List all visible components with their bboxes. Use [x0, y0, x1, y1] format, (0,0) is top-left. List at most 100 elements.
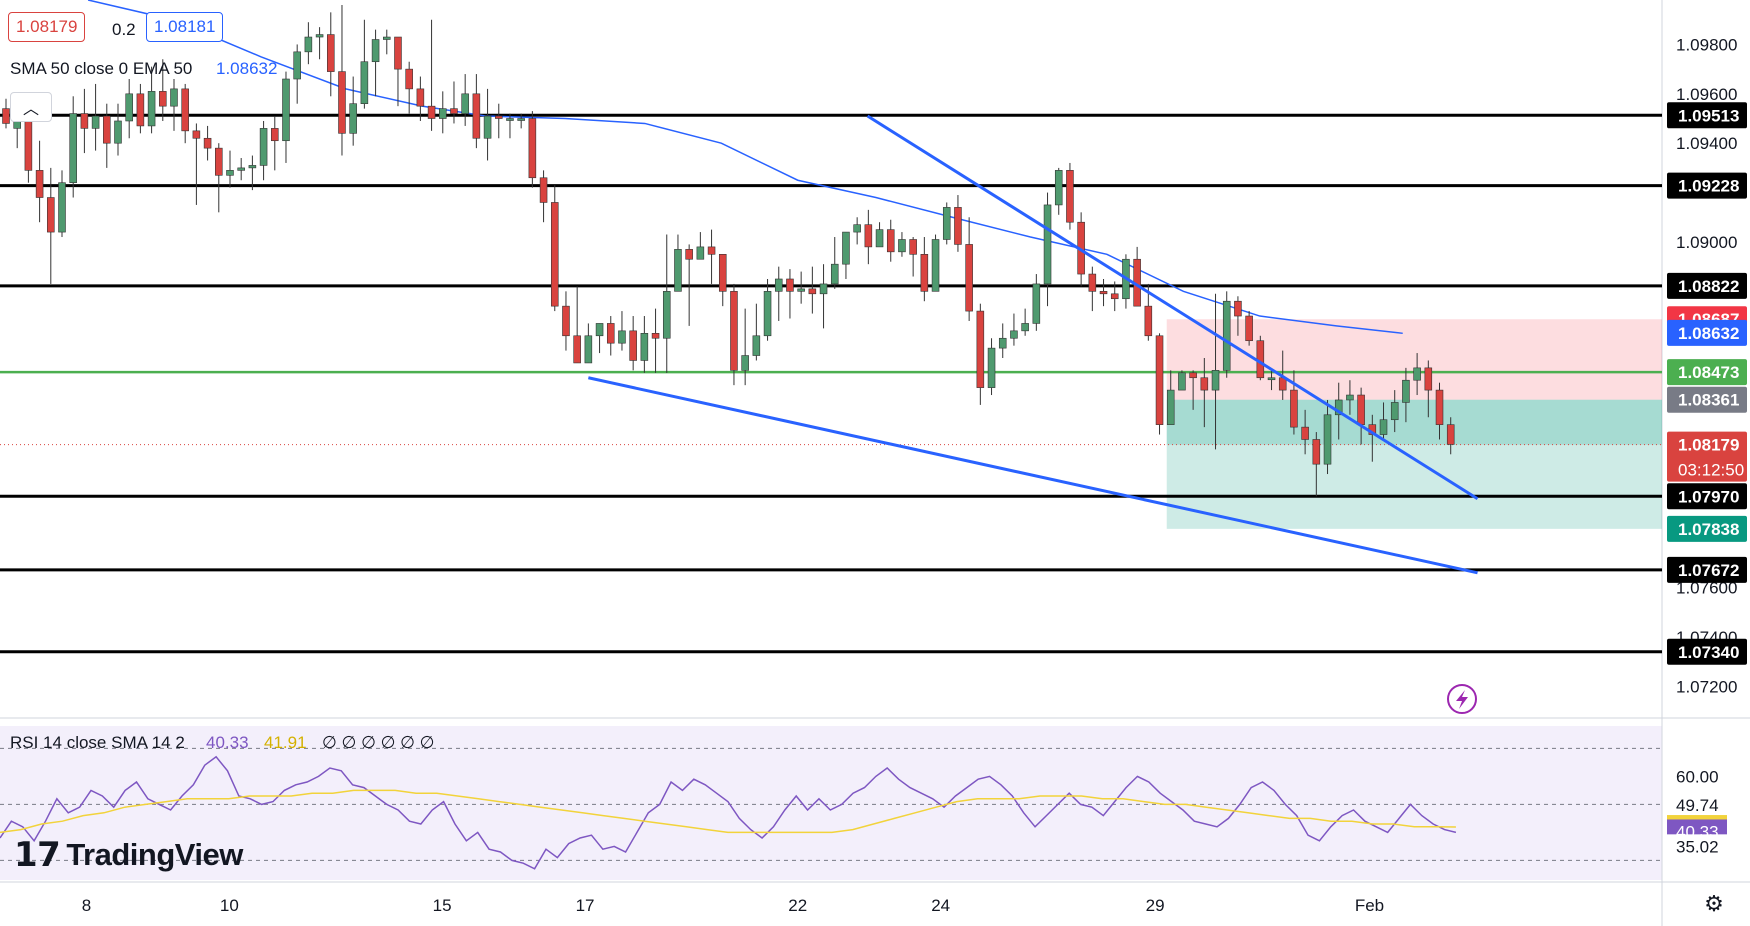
rsi-sma-legend-value: 41.91: [264, 733, 307, 752]
candle-body: [159, 91, 167, 107]
candle-body: [920, 254, 929, 292]
candle-body: [774, 278, 783, 292]
candle-body: [1446, 424, 1455, 445]
time-axis-tick: 22: [788, 896, 807, 915]
candle-body: [517, 118, 525, 121]
candle-body: [1379, 419, 1388, 435]
candle-body: [606, 323, 615, 344]
tradingview-logo-icon: 17: [14, 835, 61, 875]
candle-body: [674, 249, 682, 292]
candle-body: [954, 207, 962, 245]
rsi-sma-line: [0, 789, 1456, 834]
candle-body: [2, 108, 10, 124]
candle-body: [450, 108, 458, 114]
candle-body: [259, 128, 268, 166]
candle-body: [248, 165, 257, 169]
price-axis-tick: 1.07600: [1676, 579, 1737, 598]
level-price-label-box: [1667, 102, 1747, 129]
candle-body: [1166, 389, 1175, 425]
ema-price-label-box: [1667, 319, 1747, 346]
indicator-legend-label[interactable]: SMA 50 close 0 EMA 50: [10, 59, 193, 78]
rsi-legend-label[interactable]: RSI 14 close SMA 14 2: [10, 733, 185, 752]
target-price-label: 1.07838: [1678, 520, 1739, 539]
price-axis-tick: 1.09400: [1676, 134, 1737, 153]
target-price-label-box: [1667, 515, 1747, 542]
candle-body: [786, 278, 794, 292]
candle-body: [461, 93, 469, 114]
candle-body: [1424, 367, 1433, 391]
candle-body: [752, 335, 761, 356]
time-axis-tick: 17: [576, 896, 595, 915]
candle-body: [1234, 300, 1242, 317]
gear-icon: ⚙: [1704, 891, 1724, 916]
candle-body: [170, 88, 178, 107]
level-price-label: 1.09513: [1678, 106, 1739, 125]
reward-zone: [1166, 399, 1662, 529]
time-axis-tick: Feb: [1355, 896, 1384, 915]
price-axis-tick: 1.09600: [1676, 85, 1737, 104]
collapse-legend-button[interactable]: ︿: [10, 92, 52, 122]
candle-body: [494, 115, 503, 119]
candle-body: [338, 71, 346, 134]
candle-body: [304, 36, 313, 53]
bid-price-pill[interactable]: 1.08179: [8, 12, 86, 42]
time-axis-tick: 15: [433, 896, 452, 915]
candle-body: [651, 333, 660, 339]
current-price-label-box: [1667, 431, 1747, 482]
candle-body: [114, 120, 122, 144]
candle-body: [618, 330, 626, 344]
candle-body: [1088, 273, 1097, 292]
candle-body: [192, 130, 201, 139]
rsi-pane-background: [0, 726, 1662, 880]
settings-gear-button[interactable]: ⚙: [1700, 890, 1728, 918]
candle-body: [550, 202, 559, 307]
trendline-upper[interactable]: [866, 114, 1479, 501]
tradingview-logo-text: TradingView: [66, 837, 243, 872]
candle-body: [1189, 372, 1197, 379]
candle-body: [1054, 170, 1063, 206]
candle-body: [718, 254, 727, 292]
candle-body: [1402, 379, 1410, 403]
candle-body: [394, 36, 402, 70]
candle-body: [136, 93, 145, 127]
candle-body: [763, 291, 772, 337]
candle-body: [1301, 426, 1309, 440]
candle-body: [506, 118, 514, 121]
candle-body: [215, 147, 223, 176]
candle-body: [69, 113, 77, 184]
ask-price-pill[interactable]: 1.08181: [146, 12, 224, 42]
candle-body: [998, 337, 1007, 349]
candle-body: [942, 207, 951, 240]
candle-body: [282, 78, 290, 142]
candle-body: [1032, 283, 1041, 324]
candle-body: [1390, 402, 1399, 421]
candle-body: [226, 170, 234, 176]
candle-body: [909, 239, 917, 255]
level-price-label: 1.07672: [1678, 561, 1739, 580]
candle-body: [819, 283, 828, 295]
candle-body: [864, 224, 873, 248]
price-axis-tick: 1.09800: [1676, 35, 1737, 54]
candle-body: [584, 335, 593, 364]
candle-body: [987, 347, 996, 388]
candle-body: [483, 115, 492, 139]
candle-body: [103, 115, 111, 144]
candle-body: [1413, 367, 1421, 381]
candle-body: [640, 333, 649, 361]
candle-body: [203, 137, 212, 149]
current-price-label: 1.08179: [1678, 436, 1739, 455]
candle-body: [271, 128, 279, 142]
candle-body: [797, 288, 805, 292]
candle-body: [1435, 389, 1444, 425]
candle-body: [842, 231, 850, 265]
candle-body: [371, 39, 380, 63]
trendline-lower[interactable]: [588, 376, 1478, 575]
candle-body: [315, 34, 324, 38]
candle-body: [91, 115, 100, 129]
candle-body: [1144, 305, 1153, 337]
candle-body: [898, 239, 906, 253]
level-price-label: 1.07340: [1678, 643, 1739, 662]
candle-body: [439, 108, 447, 119]
chevron-up-icon: ︿: [22, 101, 39, 118]
